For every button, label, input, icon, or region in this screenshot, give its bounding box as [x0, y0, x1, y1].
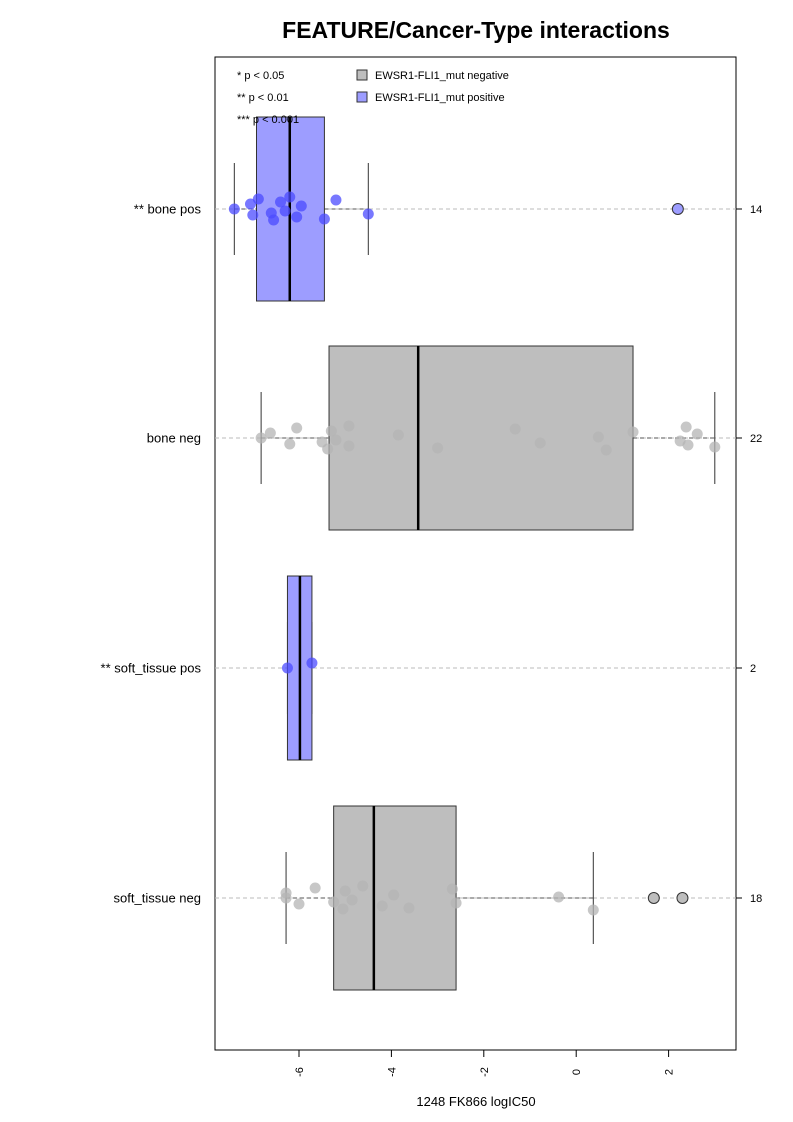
group-0: ** bone pos 14: [134, 116, 762, 302]
data-point: [293, 898, 305, 910]
x-tick-label: -4: [386, 1067, 398, 1077]
legend-label-positive: EWSR1-FLI1_mut positive: [375, 92, 505, 104]
x-tick-label: -6: [294, 1067, 306, 1077]
data-point: [450, 897, 462, 909]
data-point: [244, 198, 256, 210]
data-point: [280, 887, 292, 899]
group-label: ** soft_tissue pos: [101, 661, 202, 676]
group-count: 2: [750, 663, 756, 675]
data-point: [330, 434, 342, 446]
data-point: [587, 904, 599, 916]
x-tick-label: -2: [479, 1067, 491, 1077]
group-count: 14: [750, 204, 762, 216]
data-point: [600, 444, 612, 456]
data-point: [534, 437, 546, 449]
data-point: [284, 191, 296, 203]
data-point: [328, 896, 340, 908]
legend-swatch-positive: [356, 91, 368, 103]
data-point: [309, 882, 321, 894]
data-point: [330, 194, 342, 206]
x-tick-label: 0: [571, 1069, 583, 1075]
data-point: [264, 427, 276, 439]
group-label: ** bone pos: [134, 202, 202, 217]
x-tick-label: 2: [664, 1069, 676, 1075]
data-point: [279, 205, 291, 217]
data-point: [709, 441, 721, 453]
data-point: [339, 885, 351, 897]
outlier-point: [671, 203, 684, 215]
data-point: [337, 903, 349, 915]
data-point: [281, 662, 293, 674]
data-point: [343, 440, 355, 452]
data-point: [291, 211, 303, 223]
color-legend: EWSR1-FLI1_mut negative EWSR1-FLI1_mut p…: [356, 69, 509, 104]
data-point: [275, 196, 287, 208]
group-count: 22: [750, 433, 762, 445]
data-point: [252, 193, 264, 205]
sig-legend-1: * p < 0.05: [237, 70, 284, 82]
data-point: [247, 209, 259, 221]
group-label: bone neg: [147, 431, 201, 446]
legend-swatch-negative: [356, 69, 368, 81]
data-point: [268, 214, 280, 226]
data-point: [509, 423, 521, 435]
x-axis-label: 1248 FK866 logIC50: [416, 1094, 535, 1109]
significance-legend: * p < 0.05 ** p < 0.01: [237, 70, 289, 104]
group-count: 18: [750, 893, 762, 905]
data-point: [255, 432, 267, 444]
data-point: [295, 200, 307, 212]
data-point: [291, 422, 303, 434]
data-point: [592, 431, 604, 443]
legend-label-negative: EWSR1-FLI1_mut negative: [375, 70, 509, 82]
data-point: [362, 208, 374, 220]
data-point: [357, 880, 369, 892]
sig-legend-overlay: *** p < 0.001: [237, 114, 299, 126]
group-3: soft_tissue neg 18: [114, 805, 762, 991]
data-point: [343, 420, 355, 432]
sig-legend-2: ** p < 0.01: [237, 92, 289, 104]
data-point: [691, 428, 703, 440]
group-label: soft_tissue neg: [114, 891, 201, 906]
data-point: [682, 439, 694, 451]
data-point: [346, 894, 358, 906]
data-point: [228, 203, 240, 215]
group-2: ** soft_tissue pos 2: [101, 575, 756, 761]
x-axis: -6 -4 -2 0 2: [294, 1049, 676, 1077]
outlier-point: [676, 892, 689, 904]
sig-legend-3: *** p < 0.001: [237, 114, 299, 126]
data-point: [403, 902, 415, 914]
data-point: [432, 442, 444, 454]
data-point: [446, 883, 458, 895]
chart-title: FEATURE/Cancer-Type interactions: [282, 17, 670, 43]
data-point: [388, 889, 400, 901]
data-point: [376, 900, 388, 912]
data-point: [325, 425, 337, 437]
data-point: [627, 426, 639, 438]
box-iqr: [328, 345, 634, 531]
data-point: [680, 421, 692, 433]
data-point: [318, 213, 330, 225]
data-point: [284, 438, 296, 450]
data-point: [553, 891, 565, 903]
plot-layer: ** bone pos 14 bone neg 22 ** soft_tissue po…: [101, 116, 762, 991]
data-point: [322, 443, 334, 455]
group-1: bone neg 22: [147, 345, 762, 531]
data-point: [306, 657, 318, 669]
data-point: [392, 429, 404, 441]
outlier-point: [647, 892, 660, 904]
